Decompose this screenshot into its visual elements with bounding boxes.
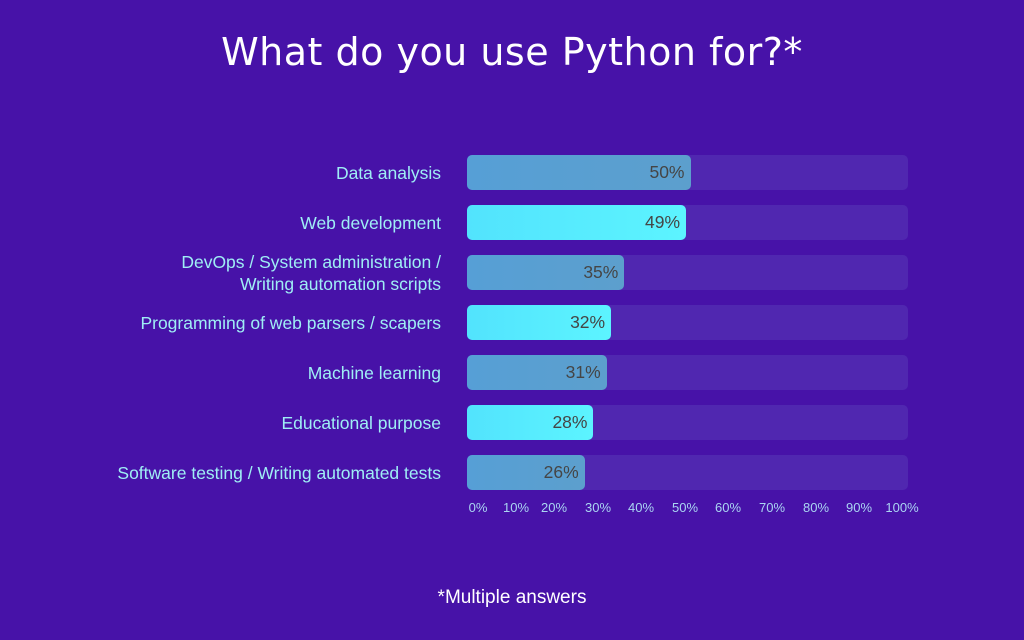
bar-track: 28% [467,405,908,440]
bar-value: 31% [565,362,601,382]
footnote: *Multiple answers [437,587,587,608]
bar: 32% [467,305,612,340]
x-tick: 10% [502,500,530,515]
bar-track: 31% [467,355,908,390]
bar-label: Software testing / Writing automated tes… [117,462,441,483]
bar-value: 26% [543,462,579,482]
bar: 26% [467,455,585,490]
bar-label: Programming of web parsers / scapers [140,312,441,333]
x-tick: 30% [584,500,612,515]
bar: 49% [467,205,687,240]
x-tick: 40% [627,500,655,515]
bar-row: Data analysis 50% [0,155,1024,190]
x-tick: 90% [845,500,873,515]
bar-track: 32% [467,305,908,340]
x-tick: 0% [468,500,488,515]
bar: 31% [467,355,607,390]
x-tick: 60% [714,500,742,515]
bar: 50% [467,155,691,190]
x-tick: 70% [758,500,786,515]
bar: 35% [467,255,625,290]
bar-label: Data analysis [335,162,441,183]
bar-row: DevOps / System administration / Writing… [0,251,1024,294]
bar-row: Educational purpose 28% [0,405,1024,440]
bar-label: Machine learning [307,362,441,383]
bar-value: 32% [570,312,606,332]
x-tick: 80% [802,500,830,515]
x-tick: 50% [671,500,699,515]
bar-row: Programming of web parsers / scapers 32% [0,305,1024,340]
bar-row: Machine learning 31% [0,355,1024,390]
bar-value: 50% [649,162,685,182]
bar-label: DevOps / System administration / Writing… [181,251,441,294]
bar-track: 50% [467,155,908,190]
bar-value: 49% [645,212,681,232]
bar-row: Web development 49% [0,205,1024,240]
chart-title: What do you use Python for?* [221,30,803,74]
bar-label: Educational purpose [281,412,441,433]
bar-row: Software testing / Writing automated tes… [0,455,1024,490]
bar: 28% [467,405,594,440]
bar-track: 26% [467,455,908,490]
bar-track: 35% [467,255,908,290]
bar-value: 35% [583,262,619,282]
bar-value: 28% [552,412,588,432]
x-axis: 0% 10% 20% 30% 40% 50% 60% 70% 80% 90% 1… [0,500,1024,516]
x-tick: 20% [540,500,568,515]
x-tick: 100% [885,500,919,515]
bar-track: 49% [467,205,908,240]
bar-label: Web development [300,212,441,233]
